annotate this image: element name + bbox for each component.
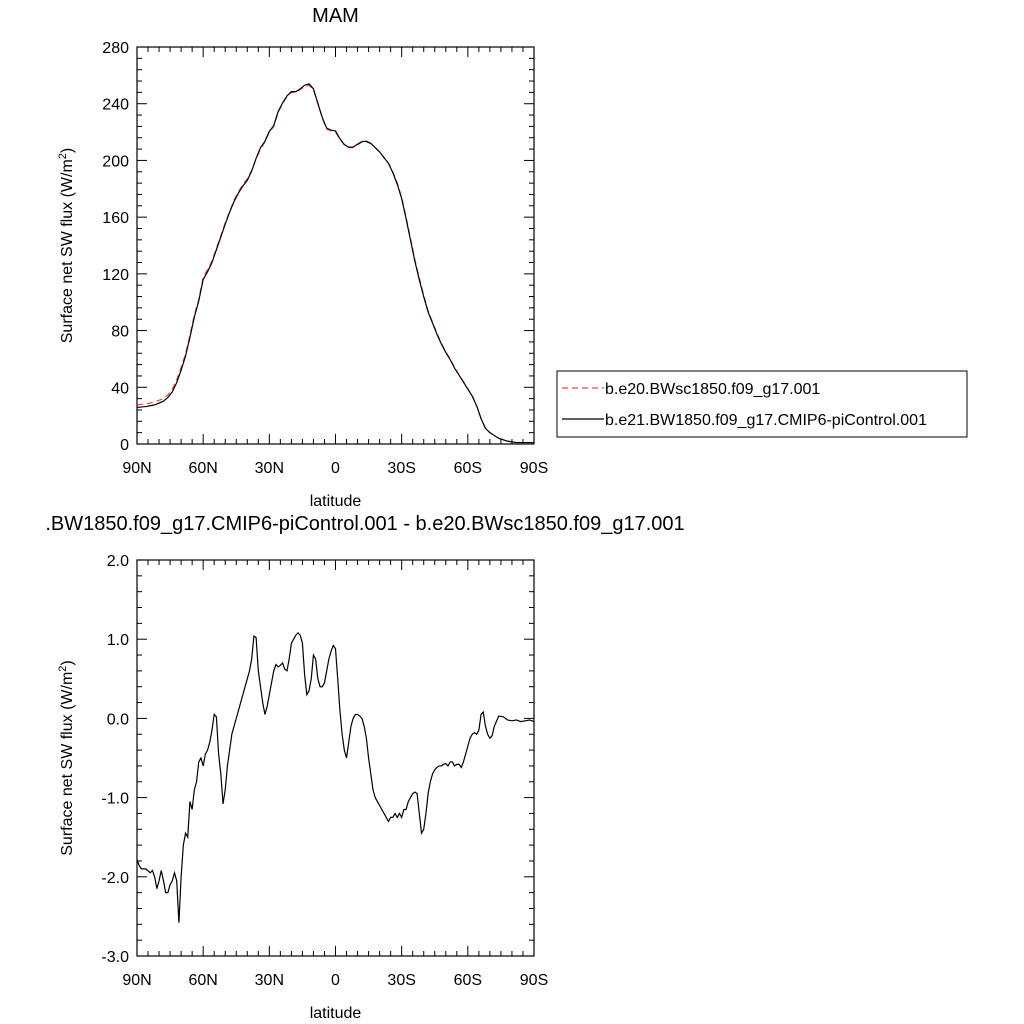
top-ticks: 90N 60N 30N 0 30S 60S 90S 0 40 80 120 160 200 240 280	[102, 40, 548, 477]
legend: b.e20.BWsc1850.f09_g17.001 b.e21.BW1850.…	[556, 370, 968, 438]
bottom-chart-title: .BW1850.f09_g17.CMIP6-piControl.001 - b.…	[45, 513, 684, 535]
bottom-y-tick-label: -1.0	[101, 791, 129, 808]
top-chart: MAM 90N 60N 30N 0 30S 60S 90S 0 40 80 120 160 200 240…	[57, 5, 968, 510]
top-x-tick-label: 90N	[122, 460, 151, 477]
bottom-x-tick-label: 30N	[255, 972, 284, 989]
top-y-axis-label-sup: 2	[57, 153, 69, 159]
bottom-x-tick-label: 60N	[188, 972, 217, 989]
top-y-tick-label: 160	[102, 210, 129, 227]
top-y-tick-label: 280	[102, 40, 129, 57]
bottom-x-tick-label: 60S	[454, 972, 482, 989]
bottom-chart: .BW1850.f09_g17.CMIP6-piControl.001 - b.…	[45, 513, 684, 1022]
bottom-y-tick-label: 2.0	[107, 553, 129, 570]
top-y-tick-label: 120	[102, 267, 129, 284]
bottom-y-tick-label: 0.0	[107, 711, 129, 728]
legend-label-0: b.e20.BWsc1850.f09_g17.001	[605, 381, 820, 398]
legend-box	[556, 370, 968, 438]
bottom-plot-frame	[136, 559, 535, 957]
top-y-axis-label-main: Surface net SW flux (W/m	[59, 159, 76, 343]
top-series-line-0	[136, 84, 534, 444]
bottom-y-tick-label: -3.0	[101, 949, 129, 966]
bottom-x-tick-label: 90S	[520, 972, 548, 989]
bottom-y-axis-label: Surface net SW flux (W/m2)	[57, 660, 76, 856]
bottom-y-axis-label-main: Surface net SW flux (W/m	[59, 672, 76, 856]
top-chart-title: MAM	[312, 5, 359, 27]
top-x-tick-label: 60S	[454, 460, 482, 477]
top-y-axis-label-tail: )	[59, 148, 76, 153]
bottom-x-tick-label: 90N	[122, 972, 151, 989]
top-x-tick-label: 90S	[520, 460, 548, 477]
top-y-tick-label: 240	[102, 97, 129, 114]
top-x-tick-label: 0	[331, 460, 340, 477]
bottom-x-tick-label: 30S	[387, 972, 415, 989]
bottom-series-line-0	[136, 631, 535, 923]
top-y-tick-label: 0	[120, 437, 129, 454]
top-plot-frame	[136, 46, 535, 445]
bottom-x-tick-label: 0	[331, 972, 340, 989]
top-x-axis-label: latitude	[310, 493, 362, 510]
top-series-layer	[136, 83, 534, 444]
top-y-tick-label: 40	[111, 380, 129, 397]
bottom-y-tick-label: -2.0	[101, 870, 129, 887]
top-y-tick-label: 80	[111, 324, 129, 341]
top-x-tick-label: 60N	[188, 460, 217, 477]
top-y-tick-label: 200	[102, 153, 129, 170]
top-series-line-1	[136, 83, 534, 444]
bottom-y-axis-label-sup: 2	[57, 666, 69, 672]
bottom-y-axis-label-tail: )	[59, 660, 76, 665]
bottom-y-tick-label: 1.0	[107, 632, 129, 649]
top-y-axis-label: Surface net SW flux (W/m2)	[57, 148, 76, 344]
bottom-ticks: 90N 60N 30N 0 30S 60S 90S -3.0 -2.0 -1.0 0.0 1.0 2.0	[101, 553, 548, 989]
top-x-tick-label: 30N	[255, 460, 284, 477]
top-x-tick-label: 30S	[387, 460, 415, 477]
legend-label-1: b.e21.BW1850.f09_g17.CMIP6-piControl.001	[605, 412, 927, 429]
bottom-series-layer	[136, 631, 535, 923]
bottom-x-axis-label: latitude	[310, 1005, 362, 1022]
